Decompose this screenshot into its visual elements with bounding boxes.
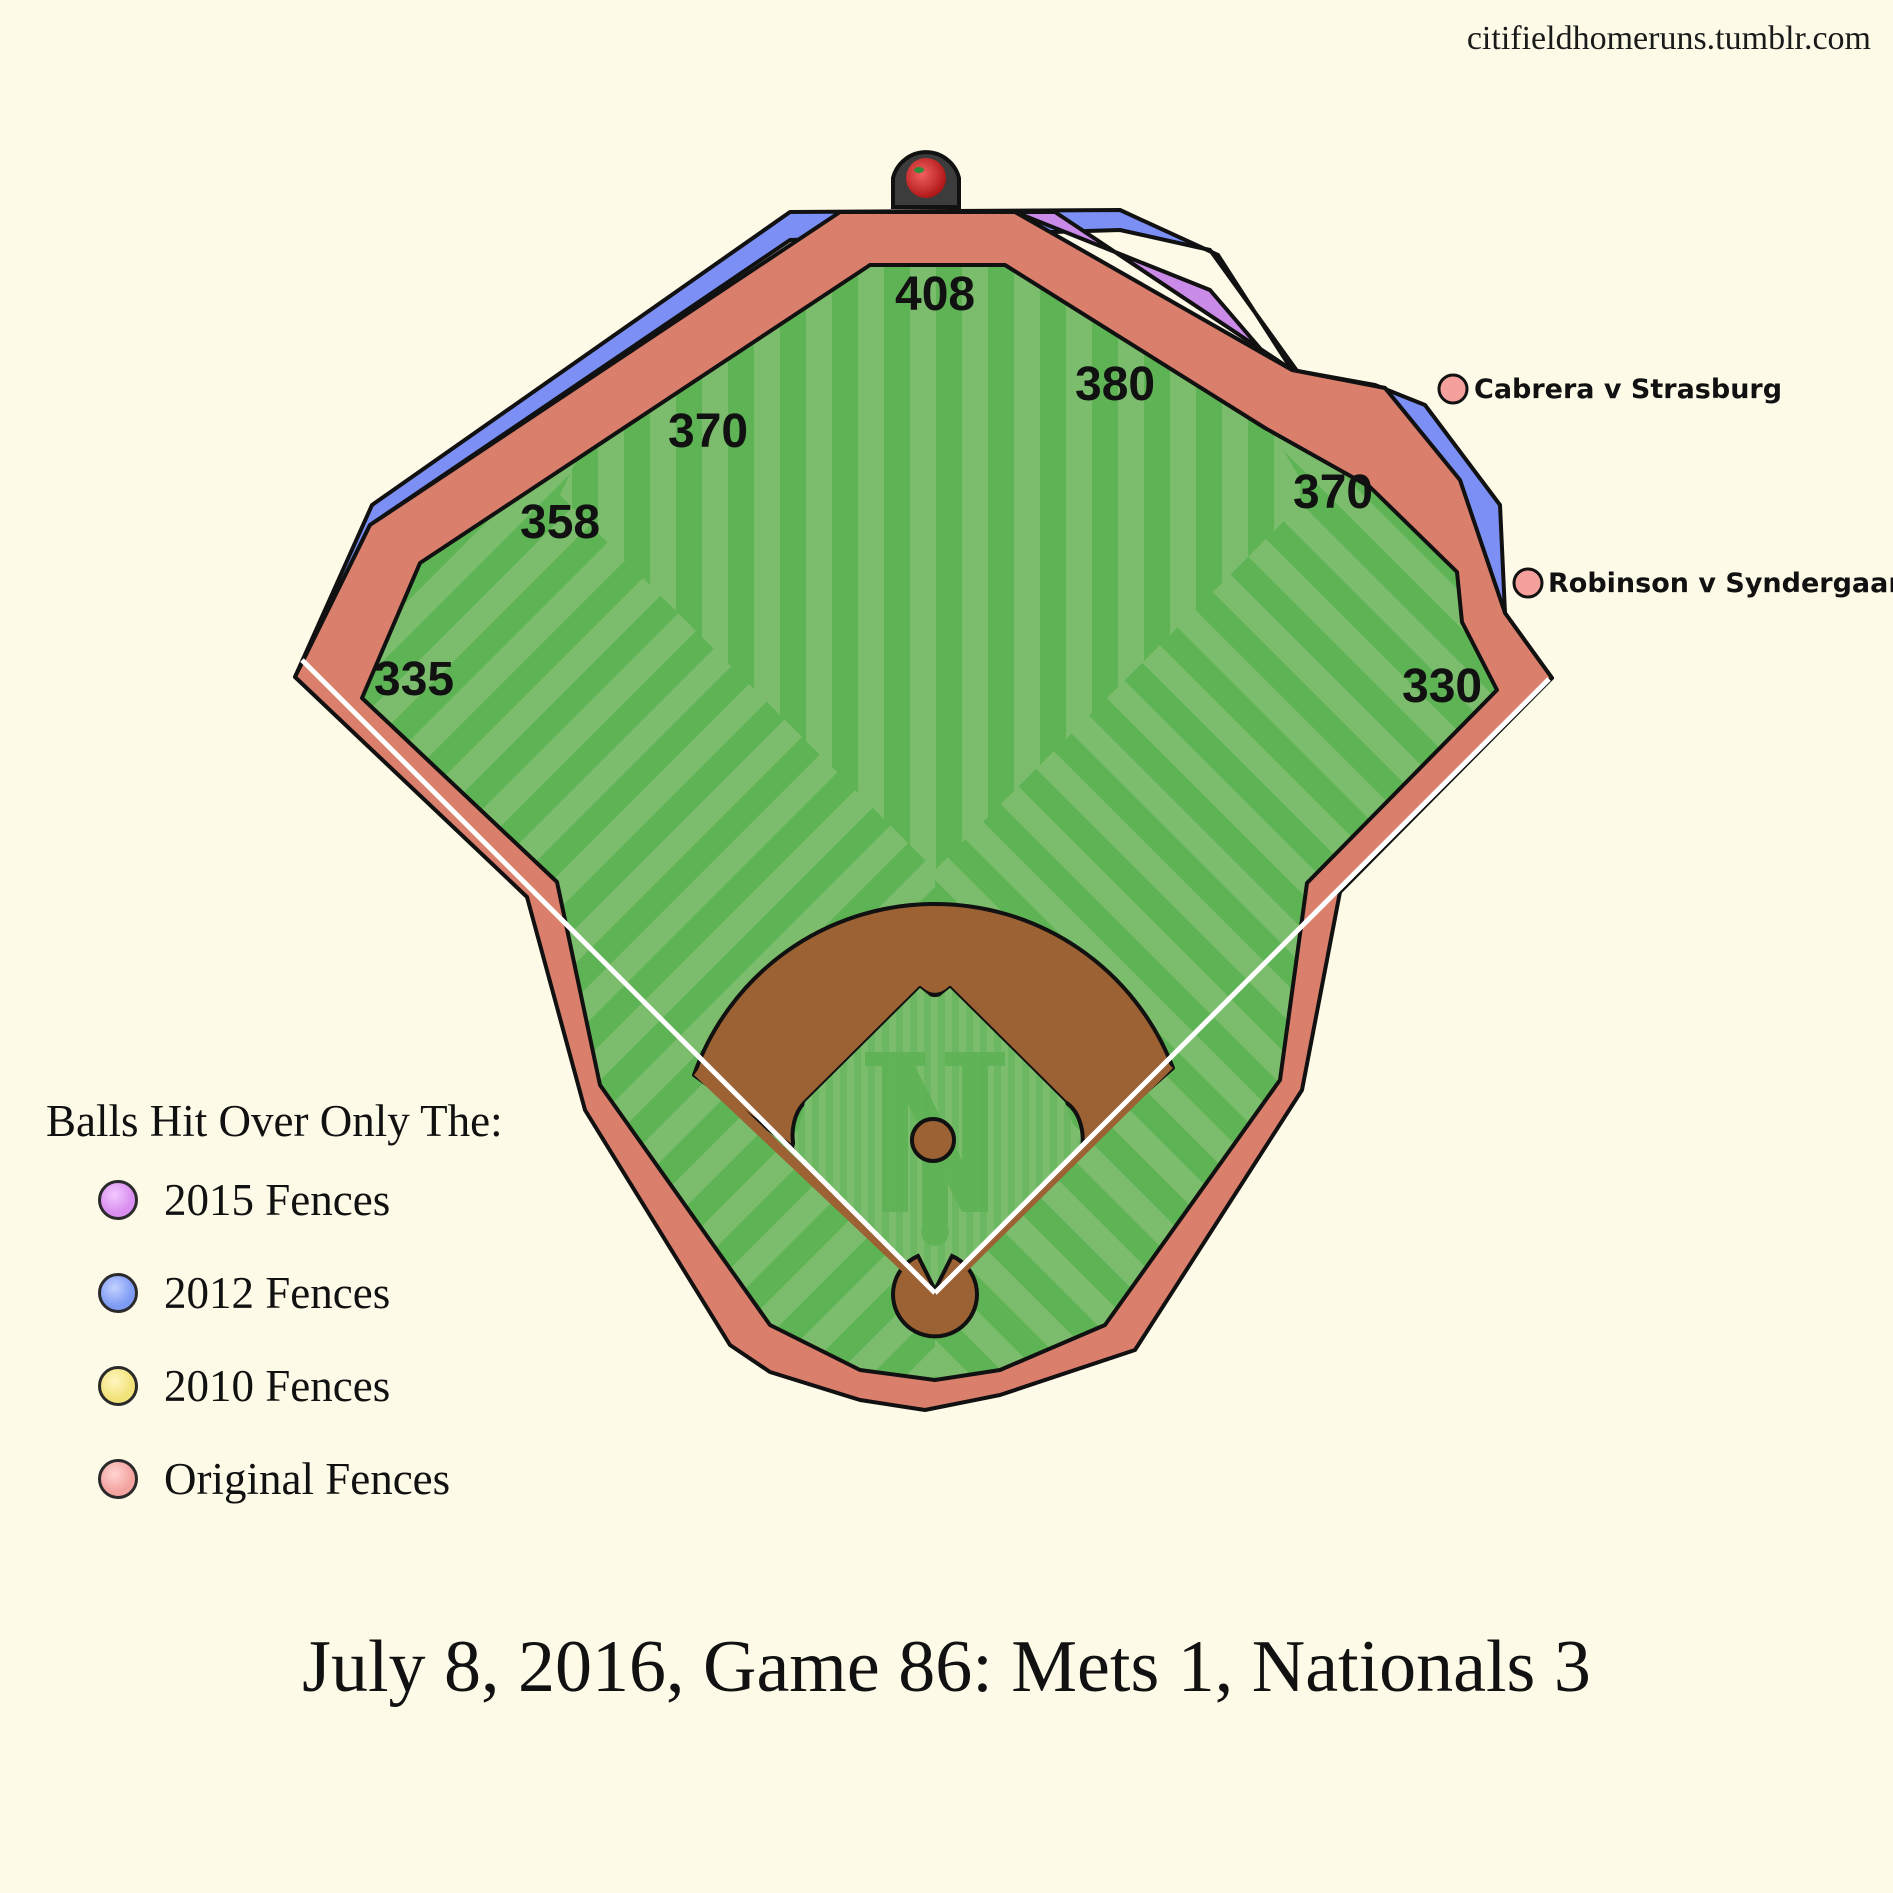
legend-item-2015: 2015 Fences	[98, 1153, 646, 1246]
distance-right-field-line: 330	[1402, 660, 1482, 713]
left-foul-line	[300, 658, 937, 1295]
pitchers-mound	[910, 1117, 956, 1163]
legend-label: 2015 Fences	[164, 1174, 391, 1225]
site-credit: citifieldhomeruns.tumblr.com	[1466, 20, 1871, 57]
distance-center-field: 408	[895, 268, 975, 321]
distance-right-center: 380	[1075, 358, 1155, 411]
legend-dot	[98, 1458, 138, 1499]
legend-item-2010: 2010 Fences	[98, 1339, 646, 1432]
legend-title: Balls Hit Over Only The:	[46, 1096, 503, 1146]
home-run-marker: Robinson v Syndergaard	[1512, 567, 1893, 599]
home-run-label: Robinson v Syndergaard	[1548, 568, 1893, 599]
legend-dot	[98, 1179, 138, 1220]
distance-left-field-line: 335	[374, 653, 454, 706]
distance-right-field: 370	[1293, 466, 1373, 519]
home-run-marker: Cabrera v Strasburg	[1437, 373, 1782, 405]
legend-dot	[98, 1272, 138, 1313]
legend-item-original: Original Fences	[98, 1432, 646, 1525]
home-run-apple-icon	[891, 150, 961, 209]
game-title: July 8, 2016, Game 86: Mets 1, Nationals…	[302, 1626, 1591, 1708]
legend: Balls Hit Over Only The: 2015 Fences 201…	[46, 1095, 646, 1525]
legend-label: 2012 Fences	[164, 1267, 391, 1318]
home-run-dot	[1437, 373, 1469, 405]
legend-item-2012: 2012 Fences	[98, 1246, 646, 1339]
legend-dot	[98, 1365, 138, 1406]
home-run-label: Cabrera v Strasburg	[1474, 374, 1782, 405]
distance-left-field: 358	[520, 496, 600, 549]
legend-label: Original Fences	[164, 1453, 451, 1504]
home-run-dot	[1512, 567, 1544, 599]
right-foul-line	[933, 677, 1551, 1295]
legend-label: 2010 Fences	[164, 1360, 391, 1411]
distance-left-center: 370	[668, 405, 748, 458]
